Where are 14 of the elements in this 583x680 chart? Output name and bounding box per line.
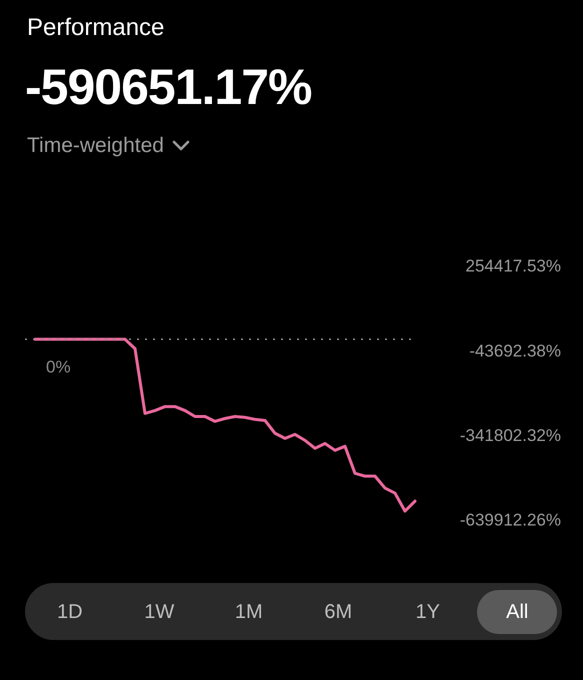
text: 1W — [143, 600, 176, 624]
y-tick-label: 254417.53% — [466, 256, 561, 276]
y-tick-label: -639912.26% — [460, 510, 561, 530]
text: 1Y — [414, 600, 441, 624]
y-tick-label: -43692.38% — [469, 341, 561, 360]
text: Time-weighted — [27, 134, 164, 158]
ref-line-label: 0% — [46, 357, 71, 376]
chart-subtitle: -590651.17% — [25, 58, 312, 116]
chart-title: Performance — [27, 14, 164, 42]
y-tick-label: -341802.32% — [460, 426, 561, 446]
text: 1D — [56, 600, 84, 624]
text: All — [477, 590, 558, 634]
text: 6M — [323, 600, 354, 624]
text: 1M — [234, 600, 264, 624]
